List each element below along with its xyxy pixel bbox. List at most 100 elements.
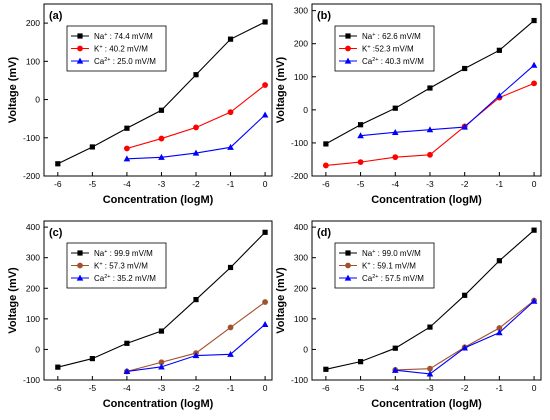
data-point-na — [357, 359, 364, 365]
legend-slope: : 57.3 mV/M — [103, 262, 149, 271]
data-point-k — [357, 159, 364, 166]
y-tick-label: -200 — [291, 171, 308, 181]
x-tick-label: -1 — [227, 383, 235, 393]
data-point-na — [462, 65, 468, 72]
x-tick-label: -2 — [192, 179, 200, 189]
legend-label: Ca2+ : 57.5 mV/M — [362, 274, 424, 283]
data-point-ca — [391, 128, 399, 135]
legend-slope: : 35.2 mV/M — [111, 274, 157, 283]
y-tick-label: -100 — [291, 375, 308, 385]
y-axis-title: Voltage (mV) — [7, 267, 19, 334]
data-point-k — [531, 80, 537, 87]
data-point-na — [158, 328, 165, 334]
x-axis-title: Concentration (logM) — [103, 398, 214, 410]
legend-marker — [77, 33, 83, 39]
legend-charge: + — [372, 32, 375, 38]
chart-panel-3: -6 -5 -4 -3 -2 -1 0 -100 0 100 200 300 400 Concentrat… — [7, 220, 273, 410]
x-tick-label: -5 — [89, 383, 97, 393]
data-point-k — [158, 135, 165, 142]
y-axis-title: Voltage (mV) — [7, 56, 19, 123]
x-tick-label: -3 — [158, 179, 166, 189]
legend-slope: :52.3 mV/M — [371, 45, 414, 54]
legend-ion: Ca — [94, 274, 105, 283]
y-tick-label: -200 — [23, 171, 40, 181]
data-point-ca — [227, 143, 234, 150]
legend-ion: K — [94, 262, 100, 271]
x-tick-label: -2 — [192, 383, 200, 393]
legend-ion: Na — [94, 249, 105, 258]
y-tick-label: 200 — [26, 283, 40, 293]
data-point-ca — [426, 126, 434, 133]
legend-charge: 2+ — [372, 274, 378, 280]
plot-frame — [43, 220, 273, 381]
legend-marker — [77, 45, 83, 52]
x-tick-label: -4 — [391, 179, 399, 189]
data-point-ca — [192, 352, 200, 359]
data-point-na — [392, 105, 398, 111]
y-tick-label: 200 — [26, 18, 40, 28]
data-point-na — [496, 47, 502, 53]
chart-panel-2: -6 -5 -4 -3 -2 -1 0 -200 -100 0 100 200 300 Concentra… — [275, 3, 542, 206]
plot-frame — [311, 220, 542, 381]
legend-label: Na+ : 62.6 mV/M — [362, 32, 421, 41]
y-tick-label: -100 — [23, 133, 40, 143]
y-tick-label: 200 — [294, 39, 308, 49]
data-point-ca — [158, 363, 165, 370]
legend-ion: K — [362, 45, 368, 54]
legend-charge: + — [104, 249, 107, 255]
data-point-k — [124, 145, 130, 152]
data-point-na — [462, 292, 468, 298]
x-tick-label: -6 — [322, 383, 330, 393]
y-tick-label: 300 — [26, 253, 40, 263]
x-tick-label: 0 — [263, 383, 268, 393]
panel-label: (c) — [49, 227, 63, 239]
data-point-ca — [158, 153, 165, 160]
data-point-na — [227, 264, 234, 271]
data-point-na — [55, 161, 61, 167]
legend-marker — [345, 33, 351, 39]
data-point-ca — [496, 329, 503, 336]
legend-marker — [77, 262, 83, 269]
y-tick-label: 100 — [26, 56, 40, 66]
data-point-k — [158, 359, 165, 366]
chart-panel-4: -6 -5 -4 -3 -2 -1 0 -100 0 100 200 300 400 Concentrat… — [275, 220, 542, 410]
data-point-na — [427, 324, 433, 330]
legend-marker — [345, 45, 351, 52]
legend-slope: : 99.9 mV/M — [107, 249, 153, 258]
x-tick-label: 0 — [532, 383, 537, 393]
data-point-k — [193, 124, 199, 131]
legend-marker — [76, 274, 84, 281]
legend-label: K+ :52.3 mV/M — [362, 45, 414, 54]
x-axis-title: Concentration (logM) — [371, 398, 482, 410]
legend-label: K+ : 59.1 mV/M — [362, 262, 416, 271]
data-point-ca — [261, 320, 269, 327]
data-point-na — [262, 19, 268, 25]
x-tick-label: -4 — [123, 383, 131, 393]
y-tick-label: 300 — [294, 253, 308, 263]
y-tick-label: 200 — [294, 283, 308, 293]
x-tick-label: -4 — [123, 179, 131, 189]
legend-label: Ca2+ : 25.0 mV/M — [94, 57, 156, 66]
data-point-na — [323, 366, 329, 372]
legend-label: Ca2+ : 40.3 mV/M — [362, 57, 424, 66]
data-point-ca — [496, 92, 503, 99]
legend-charge: + — [372, 249, 375, 255]
data-point-na — [357, 122, 364, 128]
panel-label: (b) — [317, 10, 331, 22]
legend-marker — [344, 57, 352, 64]
legend-slope: : 99.0 mV/M — [375, 249, 421, 258]
data-point-k — [496, 325, 503, 331]
legend-ion: Ca — [94, 57, 105, 66]
legend-slope: : 57.5 mV/M — [379, 274, 425, 283]
y-axis-title: Voltage (mV) — [275, 56, 287, 123]
data-point-k — [262, 82, 268, 88]
data-point-na — [227, 36, 234, 42]
x-tick-label: -4 — [391, 383, 399, 393]
y-tick-label: 400 — [26, 222, 40, 232]
data-point-k — [227, 109, 234, 116]
x-tick-label: -6 — [54, 383, 62, 393]
data-point-ca — [391, 366, 399, 373]
x-tick-label: -3 — [426, 179, 434, 189]
x-tick-label: -3 — [426, 383, 434, 393]
